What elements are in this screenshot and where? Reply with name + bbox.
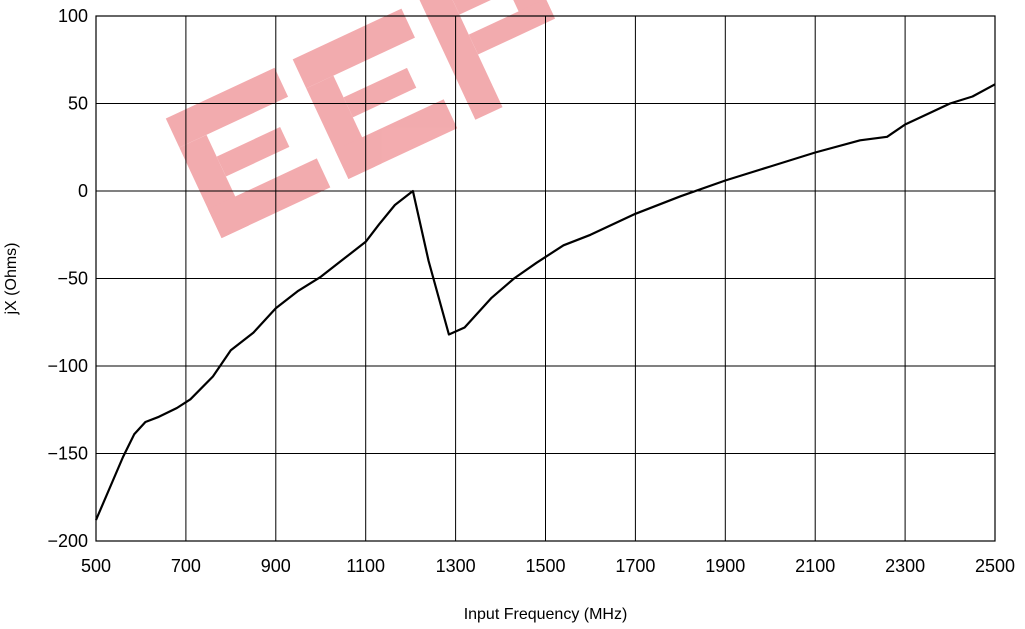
watermark-bar-2 bbox=[179, 134, 249, 239]
watermark-bar-6 bbox=[306, 75, 376, 179]
watermark-bar-9 bbox=[419, 0, 503, 120]
y-tick-labels: 100 50 0 −50 −100 −150 −200 bbox=[47, 6, 88, 551]
y-tick-label: 50 bbox=[68, 94, 88, 114]
x-tick-label: 1100 bbox=[346, 556, 385, 576]
x-tick-label: 2100 bbox=[795, 556, 835, 576]
watermark-bar-3 bbox=[208, 158, 331, 239]
y-tick-label: 0 bbox=[78, 181, 88, 201]
x-tick-label: 900 bbox=[261, 556, 291, 576]
watermark-bar-12 bbox=[468, 0, 556, 55]
x-tick-label: 700 bbox=[171, 556, 201, 576]
x-tick-label: 500 bbox=[81, 556, 111, 576]
y-tick-label: −50 bbox=[57, 269, 88, 289]
y-axis-label: jX (Ohms) bbox=[3, 243, 20, 316]
series-line bbox=[94, 83, 996, 521]
watermark-bar-11 bbox=[496, 0, 554, 28]
x-tick-label: 1700 bbox=[615, 556, 655, 576]
x-tick-label: 1900 bbox=[705, 556, 745, 576]
watermark-bar-1 bbox=[165, 67, 289, 148]
x-axis-label: Input Frequency (MHz) bbox=[464, 606, 628, 623]
x-tick-label: 2500 bbox=[975, 556, 1015, 576]
x-tick-label: 1300 bbox=[436, 556, 476, 576]
watermark-bar-4 bbox=[216, 126, 290, 177]
y-tick-label: −200 bbox=[47, 531, 88, 551]
watermark-logo bbox=[165, 0, 556, 239]
watermark-bar-8 bbox=[343, 67, 417, 118]
x-tick-labels: 500 700 900 1100 1300 1500 1700 1900 2100 2300 250… bbox=[81, 556, 1015, 576]
x-tick-label: 1500 bbox=[525, 556, 565, 576]
x-tick-label: 2300 bbox=[885, 556, 925, 576]
plot-frame bbox=[95, 15, 996, 542]
y-tick-label: 100 bbox=[58, 6, 88, 26]
y-tick-label: −100 bbox=[47, 356, 88, 376]
y-tick-label: −150 bbox=[47, 444, 88, 464]
watermark-bar-5 bbox=[292, 8, 415, 89]
